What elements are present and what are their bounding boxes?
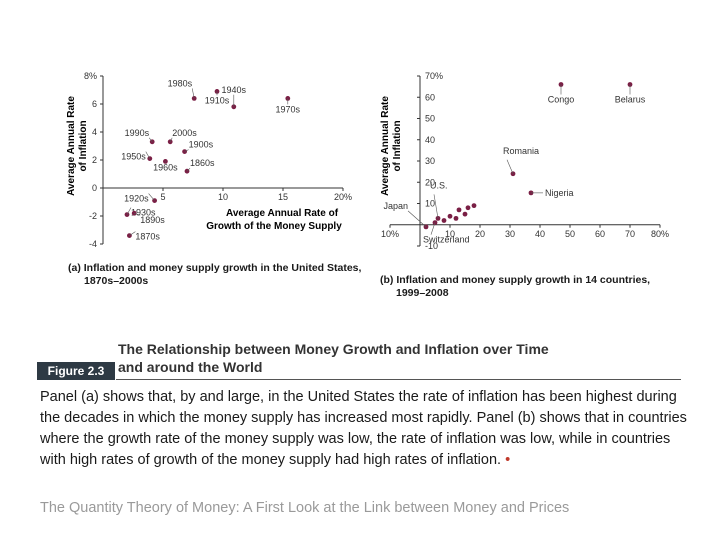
panel-b-caption-line1: (b) Inflation and money supply growth in… bbox=[380, 274, 651, 286]
figure-title-line1: The Relationship between Money Growth an… bbox=[118, 341, 549, 357]
chart-panel-b: Average Annual Rate of Inflation 70% 60 50… bbox=[380, 71, 669, 251]
panel-b-point-label: U.S. bbox=[430, 180, 448, 190]
panel-a-point-label: 1870s bbox=[135, 232, 160, 242]
panel-b-point-country bbox=[456, 207, 462, 213]
panel-b-point-label: Belarus bbox=[615, 95, 646, 105]
panel-a-caption-line2: 1870s–2000s bbox=[84, 275, 149, 287]
panel-b-x-tick-label: 10 bbox=[445, 229, 455, 239]
panel-a-ylabel-line1: Average Annual Rate bbox=[66, 96, 77, 196]
panel-a-xlabel-line1: Average Annual Rate of bbox=[226, 208, 339, 219]
panel-a-y-tick-label: -4 bbox=[89, 239, 97, 249]
panel-a-leader-line bbox=[186, 167, 191, 172]
panel-a-y-tick-label: 0 bbox=[92, 183, 97, 193]
panel-a-leader-line bbox=[145, 151, 151, 159]
panel-a-y-tick-label: 4 bbox=[92, 127, 97, 137]
panel-b-point-country bbox=[465, 205, 471, 211]
panel-b-y-tick-label: -10 bbox=[425, 241, 438, 251]
panel-b-y-tick-label: 50 bbox=[425, 114, 435, 124]
panel-b-y-tick-label: 10 bbox=[425, 199, 435, 209]
panel-a-x-tick-label: 5 bbox=[160, 192, 165, 202]
panel-b-y-tick-label: 60 bbox=[425, 92, 435, 102]
panel-a-point-1870s bbox=[127, 233, 132, 239]
footer-title: The Quantity Theory of Money: A First Lo… bbox=[40, 500, 570, 516]
panel-a-leader-line bbox=[148, 193, 155, 201]
panel-b-leader-line bbox=[433, 194, 439, 219]
panel-b-y-tick-label: 30 bbox=[425, 156, 435, 166]
panel-a-point-1950s bbox=[147, 156, 153, 161]
panel-a-point-label: 1890s bbox=[140, 215, 165, 225]
panel-a-point-label: 1920s bbox=[124, 194, 149, 204]
panel-b-point-label: Switzerland bbox=[423, 235, 470, 245]
panel-a-leader-line bbox=[129, 231, 136, 236]
panel-b-ylabel-line1: Average Annual Rate bbox=[380, 96, 391, 196]
panel-b-x-tick-label: 10% bbox=[381, 229, 399, 239]
panel-b-leader-line bbox=[407, 210, 427, 228]
panel-b-y-tick-label: 70% bbox=[425, 71, 443, 81]
panel-b-caption-line2: 1999–2008 bbox=[396, 287, 449, 299]
panel-a-point-label: 2000s bbox=[172, 128, 197, 138]
panel-b-y-tick-label: 40 bbox=[425, 135, 435, 145]
caption-rule bbox=[116, 379, 681, 380]
panel-b-point-country bbox=[441, 218, 447, 223]
figure-title-line2: and around the World bbox=[118, 359, 263, 375]
panel-b-point-country bbox=[453, 215, 459, 221]
panel-a-x-tick-label: 15 bbox=[278, 192, 288, 202]
panel-a-leader-line bbox=[184, 149, 189, 152]
panel-b-y-tick-label: 20 bbox=[425, 177, 435, 187]
panel-a-x-tick-label: 20% bbox=[334, 192, 352, 202]
panel-b-ylabel-line2: of Inflation bbox=[392, 120, 403, 171]
panel-a-point-1980s bbox=[191, 96, 197, 101]
panel-b-point-country bbox=[462, 211, 468, 217]
panel-a-y-tick-label: 2 bbox=[92, 155, 97, 165]
panel-a-point-1960s bbox=[163, 159, 168, 164]
panel-a-caption: (a) Inflation and money supply growth in… bbox=[68, 262, 361, 288]
panel-b-x-tick-label: 40 bbox=[535, 229, 545, 239]
panel-a-point-label: 1910s bbox=[205, 95, 230, 105]
figure-body-text: Panel (a) shows that, by and large, in t… bbox=[40, 389, 687, 468]
panel-a-leader-line bbox=[126, 207, 132, 215]
panel-a-point-label: 1930s bbox=[131, 208, 156, 218]
panel-a-y-tick-label: 6 bbox=[92, 99, 97, 109]
figure-title: The Relationship between Money Growth an… bbox=[118, 340, 678, 376]
panel-a-point-label: 1960s bbox=[153, 162, 178, 172]
panel-a-leader-line bbox=[191, 88, 195, 99]
panel-b-point-country bbox=[471, 203, 477, 209]
panel-a-point-label: 1900s bbox=[189, 140, 214, 150]
panel-b-x-tick-label: 30 bbox=[505, 229, 515, 239]
panel-a-leader-line bbox=[148, 137, 153, 142]
panel-a-point-label: 1990s bbox=[125, 128, 150, 138]
panel-b-point-label: Japan bbox=[383, 201, 408, 211]
panel-a-point-label: 1860s bbox=[190, 158, 215, 168]
panel-a-point-label: 1950s bbox=[121, 152, 146, 162]
panel-a-x-tick-label: 10 bbox=[218, 192, 228, 202]
panel-a-point-label: 1970s bbox=[276, 104, 301, 114]
panel-b-point-country bbox=[447, 213, 453, 219]
panel-b-x-tick-label: 80% bbox=[651, 229, 669, 239]
panel-a-leader-line bbox=[169, 137, 173, 142]
bullet-icon: • bbox=[505, 452, 511, 468]
panel-a-leader-line bbox=[134, 212, 141, 216]
panel-b-x-tick-label: 20 bbox=[475, 229, 485, 239]
panel-a-ylabel-line2: of Inflation bbox=[78, 120, 89, 171]
panel-b-leader-line bbox=[430, 222, 436, 235]
panel-b-point-label: Congo bbox=[548, 95, 575, 105]
panel-b-point-label: Nigeria bbox=[545, 188, 574, 198]
panel-b-point-label: Romania bbox=[503, 146, 539, 156]
panel-a-y-tick-label: 8% bbox=[84, 71, 97, 81]
figure-body: Panel (a) shows that, by and large, in t… bbox=[40, 387, 690, 471]
panel-b-x-tick-label: 50 bbox=[565, 229, 575, 239]
panel-b-point-Romania bbox=[510, 171, 516, 177]
panel-a-y-tick-label: -2 bbox=[89, 211, 97, 221]
panel-b-leader-line bbox=[506, 159, 514, 174]
panel-a-point-label: 1980s bbox=[168, 78, 193, 88]
panel-a-xlabel-line2: Growth of the Money Supply bbox=[206, 221, 342, 232]
panel-a-caption-line1: (a) Inflation and money supply growth in… bbox=[68, 262, 362, 274]
panel-b-x-tick-label: 70 bbox=[625, 229, 635, 239]
panel-b-caption: (b) Inflation and money supply growth in… bbox=[380, 274, 650, 300]
panel-b-x-tick-label: 60 bbox=[595, 229, 605, 239]
chart-panel-a: Average Annual Rate of Inflation 8% 6 4 2 0 -… bbox=[66, 71, 352, 249]
figure-badge: Figure 2.3 bbox=[37, 362, 115, 380]
panel-a-point-label: 1940s bbox=[222, 85, 247, 95]
